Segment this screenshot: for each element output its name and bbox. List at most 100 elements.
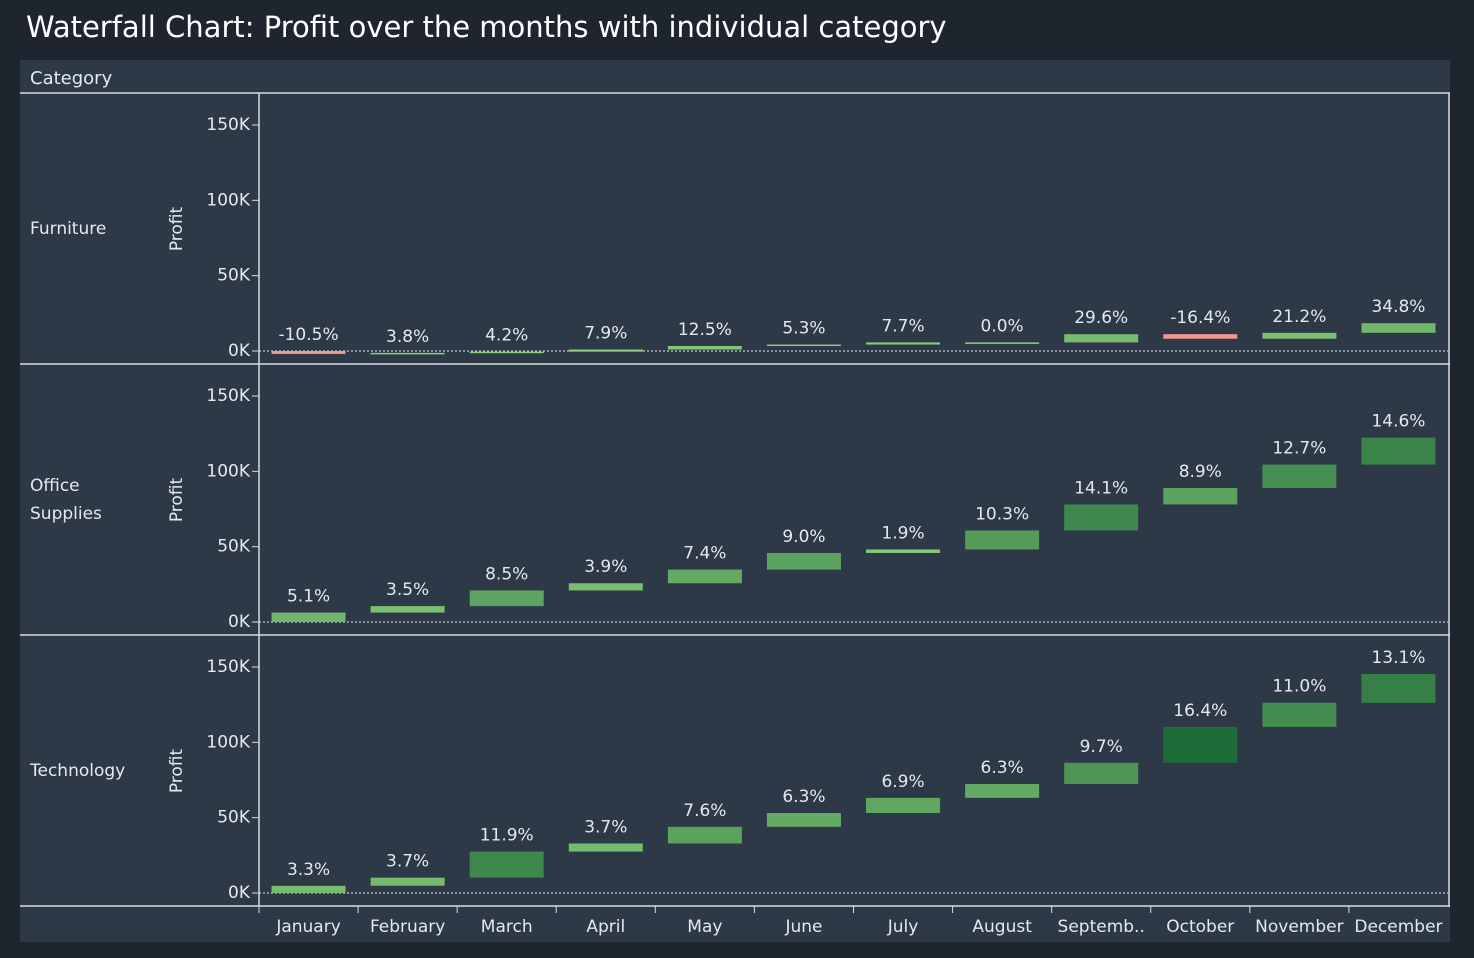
y-tick-label: 150K [206,115,250,135]
x-tick-label: May [687,917,722,937]
bar [469,851,544,878]
bar [1064,504,1139,531]
bar [667,826,742,844]
bar [370,606,445,613]
percent-label: 8.9% [1179,462,1222,482]
bar [1262,332,1337,339]
x-tick-label: July [887,917,919,937]
y-axis-label: Profit [167,748,187,793]
row-label-line: Supplies [30,504,102,524]
x-tick-label: November [1255,917,1343,937]
percent-label: 11.9% [480,826,534,846]
percent-label: 3.7% [584,817,627,837]
header: Category [30,68,113,89]
bar [568,843,643,852]
bar [568,349,643,352]
row-label-line: Office [30,476,80,496]
row-label: Furniture [30,219,106,239]
percent-label: 8.5% [485,564,528,584]
bar [1361,674,1436,703]
percent-label: 21.2% [1272,307,1326,327]
x-tick-label: April [586,917,625,937]
bar [469,351,544,354]
percent-label: 14.6% [1371,412,1425,432]
bar [568,583,643,591]
y-axis-label: Profit [167,477,187,522]
bar [271,612,346,622]
percent-label: 1.9% [881,523,924,543]
percent-label: 29.6% [1074,308,1128,328]
bar [469,590,544,607]
y-tick-label: 0K [228,883,251,903]
y-tick-label: 0K [228,612,251,632]
bar [370,877,445,886]
bar [1163,488,1238,505]
percent-label: 10.3% [975,504,1029,524]
bar [1064,762,1139,785]
percent-label: 11.0% [1272,677,1326,697]
x-tick-label: March [481,917,533,937]
percent-label: 5.1% [287,587,330,607]
bar [667,346,742,350]
percent-label: 14.1% [1074,478,1128,498]
x-tick-label: February [370,917,445,937]
percent-label: -10.5% [278,325,338,345]
x-tick-label: Septemb.. [1058,917,1145,937]
percent-label: 12.7% [1272,439,1326,459]
bar [1262,464,1337,489]
x-tick-label: October [1166,917,1234,937]
row-label: Technology [29,761,125,781]
percent-label: 3.9% [584,557,627,577]
percent-label: 5.3% [782,319,825,339]
percent-label: 12.5% [678,320,732,340]
bar [1163,726,1238,763]
y-tick-label: 50K [217,537,251,557]
bar [766,552,841,570]
percent-label: 7.7% [881,316,924,336]
y-tick-label: 150K [206,386,250,406]
percent-label: 3.8% [386,327,429,347]
percent-label: 16.4% [1173,701,1227,721]
y-tick-label: 50K [217,266,251,286]
percent-label: 7.4% [683,544,726,564]
x-tick-label: January [275,917,340,937]
percent-label: 3.5% [386,580,429,600]
chart-title: Waterfall Chart: Profit over the months … [26,10,947,44]
y-tick-label: 0K [228,341,251,361]
bar [965,342,1040,344]
bar [1163,334,1238,339]
percent-label: 3.3% [287,860,330,880]
y-tick-label: 100K [206,190,250,210]
bar [667,569,742,584]
bar [1064,334,1139,343]
x-tick-label: June [784,917,822,937]
bar [370,352,445,355]
percent-label: 13.1% [1371,648,1425,668]
percent-label: 3.7% [386,852,429,872]
y-tick-label: 100K [206,732,250,752]
bar [271,351,346,354]
bar [1361,437,1436,465]
percent-label: 0.0% [981,316,1024,336]
percent-label: 9.0% [782,527,825,547]
bar [866,342,941,345]
percent-label: 7.9% [584,323,627,343]
y-tick-label: 150K [206,657,250,677]
row-label: Office Supplies [30,476,102,524]
percent-label: 4.2% [485,326,528,346]
x-tick-label: December [1354,917,1442,937]
bar [965,784,1040,798]
percent-label: -16.4% [1170,308,1230,328]
percent-label: 6.3% [981,758,1024,778]
bar [766,344,841,347]
y-tick-label: 50K [217,808,251,828]
bar [766,812,841,827]
bar [866,797,941,813]
bar [1361,323,1436,333]
percent-label: 6.3% [782,787,825,807]
y-axis-label: Profit [167,206,187,251]
y-tick-label: 100K [206,461,250,481]
percent-label: 7.6% [683,801,726,821]
